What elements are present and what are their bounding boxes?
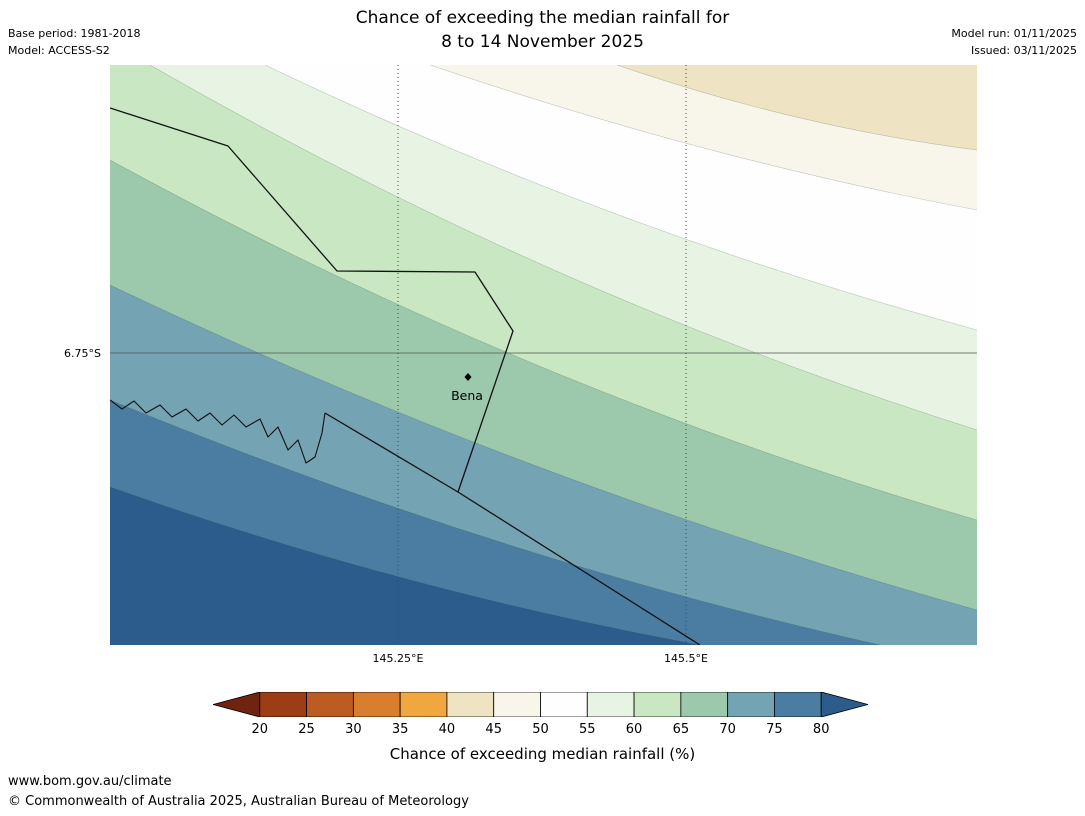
colorbar-segment-55-60 <box>586 691 635 718</box>
bena-marker-icon <box>464 373 472 381</box>
map-svg: Bena <box>109 64 978 646</box>
colorbar-segment-20-25 <box>259 691 307 718</box>
river-line <box>109 399 326 464</box>
contour-line <box>109 486 701 646</box>
colorbar-segment-gt80 <box>820 691 870 718</box>
contour-line <box>616 64 978 151</box>
colorbar-segment-50-55 <box>540 691 588 718</box>
colorbar-segment-35-40 <box>399 691 448 718</box>
contour-line <box>264 64 978 331</box>
colorbar-segment-40-45 <box>446 691 495 718</box>
lon-axis-label-2: 145.5°E <box>664 652 708 665</box>
colorbar-tick-25: 25 <box>298 722 315 737</box>
footer-url: www.bom.gov.au/climate <box>8 774 172 789</box>
page-title-line2: 8 to 14 November 2025 <box>441 32 644 52</box>
page-title-line1: Chance of exceeding the median rainfall … <box>355 8 730 28</box>
colorbar-ticks: 20 25 30 35 40 45 50 55 60 65 70 75 80 <box>213 722 868 738</box>
model-run-label: Model run: 01/11/2025 <box>951 27 1077 40</box>
contour-line <box>429 64 978 211</box>
band-80-plus <box>110 487 700 645</box>
colorbar-segment-30-35 <box>352 691 401 718</box>
colorbar-segment-60-65 <box>633 691 682 718</box>
colorbar-segment-25-30 <box>306 691 354 718</box>
colorbar-tick-50: 50 <box>532 722 549 737</box>
issued-label: Issued: 03/11/2025 <box>970 44 1077 57</box>
rainfall-probability-map: Bena <box>109 64 978 646</box>
model-label: Model: ACCESS-S2 <box>8 44 110 57</box>
colorbar-tick-30: 30 <box>345 722 362 737</box>
colorbar-tick-35: 35 <box>391 722 409 737</box>
colorbar-tick-55: 55 <box>579 722 596 737</box>
bena-label: Bena <box>451 388 483 403</box>
colorbar-segment-45-50 <box>493 691 541 718</box>
lat-axis-label: 6.75°S <box>64 347 101 360</box>
colorbar-segment-75-80 <box>774 691 822 718</box>
colorbar-svg <box>211 691 870 718</box>
colorbar-caption: Chance of exceeding median rainfall (%) <box>389 745 696 763</box>
colorbar-tick-45: 45 <box>485 722 502 737</box>
base-period-label: Base period: 1981-2018 <box>8 27 141 40</box>
contour-line <box>149 64 978 431</box>
colorbar-tick-80: 80 <box>812 722 830 737</box>
district-boundary <box>109 107 514 493</box>
colorbar-segment-70-75 <box>727 691 775 718</box>
footer-copyright: © Commonwealth of Australia 2025, Austra… <box>8 794 469 809</box>
meta-left: Base period: 1981-2018 Model: ACCESS-S2 <box>8 25 140 59</box>
colorbar-segment-lt20 <box>211 691 261 718</box>
contour-line <box>109 284 978 611</box>
colorbar-tick-65: 65 <box>672 722 690 737</box>
district-boundary-diagonal <box>324 412 701 646</box>
colorbar-tick-70: 70 <box>719 722 736 737</box>
colorbar-segment-65-70 <box>680 691 729 718</box>
lon-axis-label-1: 145.25°E <box>372 652 424 665</box>
meta-right: Model run: 01/11/2025 Issued: 03/11/2025 <box>951 25 1077 59</box>
colorbar-tick-75: 75 <box>766 722 783 737</box>
colorbar-tick-40: 40 <box>438 722 456 737</box>
contour-line <box>109 159 978 521</box>
contour-line <box>109 399 881 646</box>
colorbar-tick-60: 60 <box>625 722 643 737</box>
colorbar <box>211 691 870 718</box>
colorbar-tick-20: 20 <box>251 722 269 737</box>
